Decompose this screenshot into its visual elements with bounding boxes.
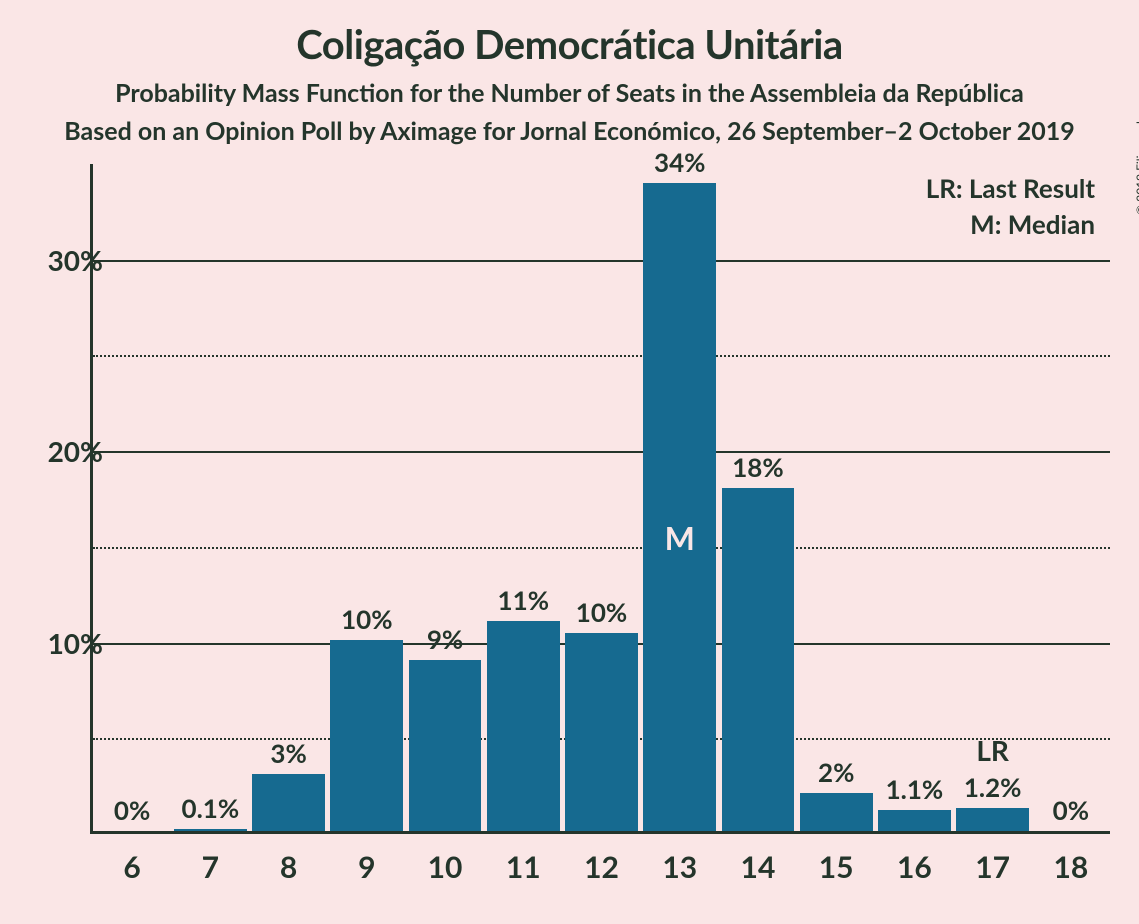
bar-value-label: 34% <box>641 146 719 178</box>
x-tick-label: 6 <box>93 849 171 885</box>
bar-value-label: 2% <box>797 756 875 788</box>
bar-value-label: 18% <box>719 451 797 483</box>
bar <box>174 829 247 831</box>
x-axis-line <box>90 831 1110 834</box>
bar <box>722 488 795 831</box>
copyright-label: © 2019 Filip van Laenen <box>1133 86 1139 215</box>
x-tick-label: 10 <box>406 849 484 885</box>
plot-area: 0%0.1%3%10%9%11%10%34%18%2%1.1%1.2%0% 67… <box>90 164 1110 834</box>
x-tick-label: 15 <box>797 849 875 885</box>
gridline-minor <box>93 355 1110 357</box>
bar <box>487 621 560 831</box>
bar <box>252 774 325 831</box>
lr-marker: LR <box>976 733 1009 767</box>
bar <box>878 810 951 831</box>
bar-value-label: 9% <box>406 623 484 655</box>
y-tick-label: 20% <box>23 434 103 468</box>
bar <box>800 793 873 831</box>
bar-value-label: 0.1% <box>171 792 249 824</box>
x-tick-label: 17 <box>954 849 1032 885</box>
y-tick-label: 10% <box>23 626 103 660</box>
gridline-major <box>93 451 1110 453</box>
x-tick-label: 13 <box>641 849 719 885</box>
chart-title: Coligação Democrática Unitária <box>0 0 1139 68</box>
bar <box>956 808 1029 831</box>
bar-value-label: 1.2% <box>954 771 1032 803</box>
bar-value-label: 0% <box>1032 794 1110 826</box>
chart-container: Coligação Democrática Unitária Probabili… <box>0 0 1139 924</box>
bar <box>565 633 638 831</box>
bar <box>643 183 716 831</box>
x-tick-label: 7 <box>171 849 249 885</box>
bar-value-label: 1.1% <box>875 773 953 805</box>
median-marker: M <box>665 518 695 557</box>
x-tick-label: 9 <box>328 849 406 885</box>
bar <box>330 640 403 831</box>
bar-value-label: 11% <box>484 584 562 616</box>
gridline-major <box>93 260 1110 262</box>
legend-lr: LR: Last Result <box>926 172 1095 204</box>
chart-subtitle-1: Probability Mass Function for the Number… <box>0 78 1139 108</box>
x-tick-label: 18 <box>1032 849 1110 885</box>
bar-value-label: 10% <box>563 596 641 628</box>
legend-m: M: Median <box>970 208 1095 240</box>
x-tick-label: 8 <box>250 849 328 885</box>
x-tick-label: 16 <box>875 849 953 885</box>
y-tick-label: 30% <box>23 243 103 277</box>
chart-subtitle-2: Based on an Opinion Poll by Aximage for … <box>0 116 1139 146</box>
x-tick-label: 14 <box>719 849 797 885</box>
bar-value-label: 3% <box>250 737 328 769</box>
x-tick-label: 11 <box>484 849 562 885</box>
x-tick-label: 12 <box>563 849 641 885</box>
bar <box>409 660 482 832</box>
bar-value-label: 10% <box>328 603 406 635</box>
gridline-minor <box>93 547 1110 549</box>
bar-value-label: 0% <box>93 794 171 826</box>
